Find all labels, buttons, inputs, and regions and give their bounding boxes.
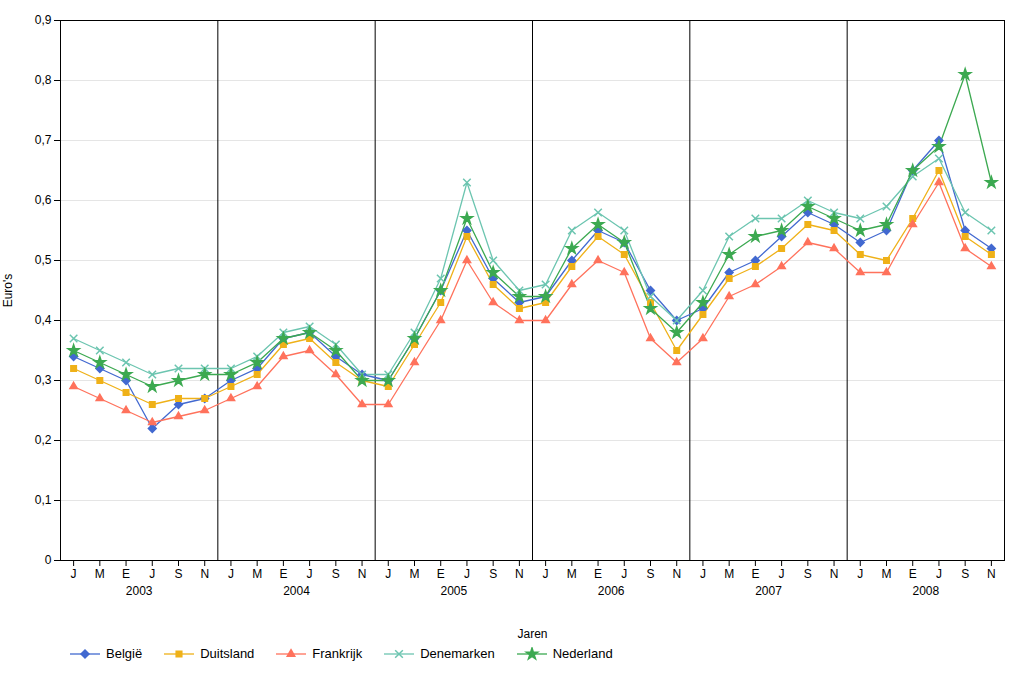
svg-text:J: J — [779, 567, 785, 581]
svg-text:0,8: 0,8 — [35, 73, 52, 87]
html-text:Frankrijk: Frankrijk — [312, 646, 363, 661]
svg-text:J: J — [307, 567, 313, 581]
svg-text:E: E — [909, 567, 917, 581]
svg-text:J: J — [857, 567, 863, 581]
svg-text:J: J — [71, 567, 77, 581]
svg-text:J: J — [385, 567, 391, 581]
svg-text:J: J — [543, 567, 549, 581]
html-text:Nederland: Nederland — [552, 646, 613, 661]
svg-text:2004: 2004 — [283, 584, 310, 598]
svg-text:0,4: 0,4 — [35, 313, 52, 327]
svg-text:E: E — [751, 567, 759, 581]
svg-text:0: 0 — [45, 553, 52, 567]
svg-text:0,6: 0,6 — [35, 193, 52, 207]
svg-text:S: S — [174, 567, 182, 581]
html-text:Duitsland: Duitsland — [200, 646, 255, 661]
svg-text:S: S — [646, 567, 654, 581]
svg-text:J: J — [936, 567, 942, 581]
svg-text:J: J — [464, 567, 470, 581]
svg-text:Euro's: Euro's — [1, 274, 15, 308]
svg-text:Jaren: Jaren — [517, 627, 547, 641]
svg-text:N: N — [515, 567, 524, 581]
svg-text:N: N — [672, 567, 681, 581]
svg-text:N: N — [987, 567, 996, 581]
html-text:Denemarken: Denemarken — [420, 646, 495, 661]
svg-text:M: M — [567, 567, 577, 581]
svg-text:E: E — [594, 567, 602, 581]
svg-text:M: M — [724, 567, 734, 581]
svg-text:S: S — [804, 567, 812, 581]
svg-text:0,5: 0,5 — [35, 253, 52, 267]
svg-text:2005: 2005 — [440, 584, 467, 598]
svg-text:M: M — [882, 567, 892, 581]
svg-text:J: J — [621, 567, 627, 581]
svg-text:M: M — [252, 567, 262, 581]
html-text:België: België — [106, 646, 143, 661]
svg-text:N: N — [358, 567, 367, 581]
svg-text:0,7: 0,7 — [35, 133, 52, 147]
svg-text:S: S — [489, 567, 497, 581]
svg-text:S: S — [961, 567, 969, 581]
svg-text:2006: 2006 — [598, 584, 625, 598]
svg-text:J: J — [700, 567, 706, 581]
svg-text:0,2: 0,2 — [35, 433, 52, 447]
svg-text:M: M — [410, 567, 420, 581]
svg-text:N: N — [200, 567, 209, 581]
svg-text:0,9: 0,9 — [35, 13, 52, 27]
svg-text:0,1: 0,1 — [35, 493, 52, 507]
svg-text:J: J — [149, 567, 155, 581]
svg-text:E: E — [279, 567, 287, 581]
svg-text:J: J — [228, 567, 234, 581]
svg-text:E: E — [437, 567, 445, 581]
svg-text:E: E — [122, 567, 130, 581]
svg-text:2007: 2007 — [755, 584, 782, 598]
svg-text:M: M — [95, 567, 105, 581]
svg-text:N: N — [830, 567, 839, 581]
svg-text:S: S — [332, 567, 340, 581]
svg-text:0,3: 0,3 — [35, 373, 52, 387]
svg-text:2003: 2003 — [126, 584, 153, 598]
svg-text:2008: 2008 — [912, 584, 939, 598]
